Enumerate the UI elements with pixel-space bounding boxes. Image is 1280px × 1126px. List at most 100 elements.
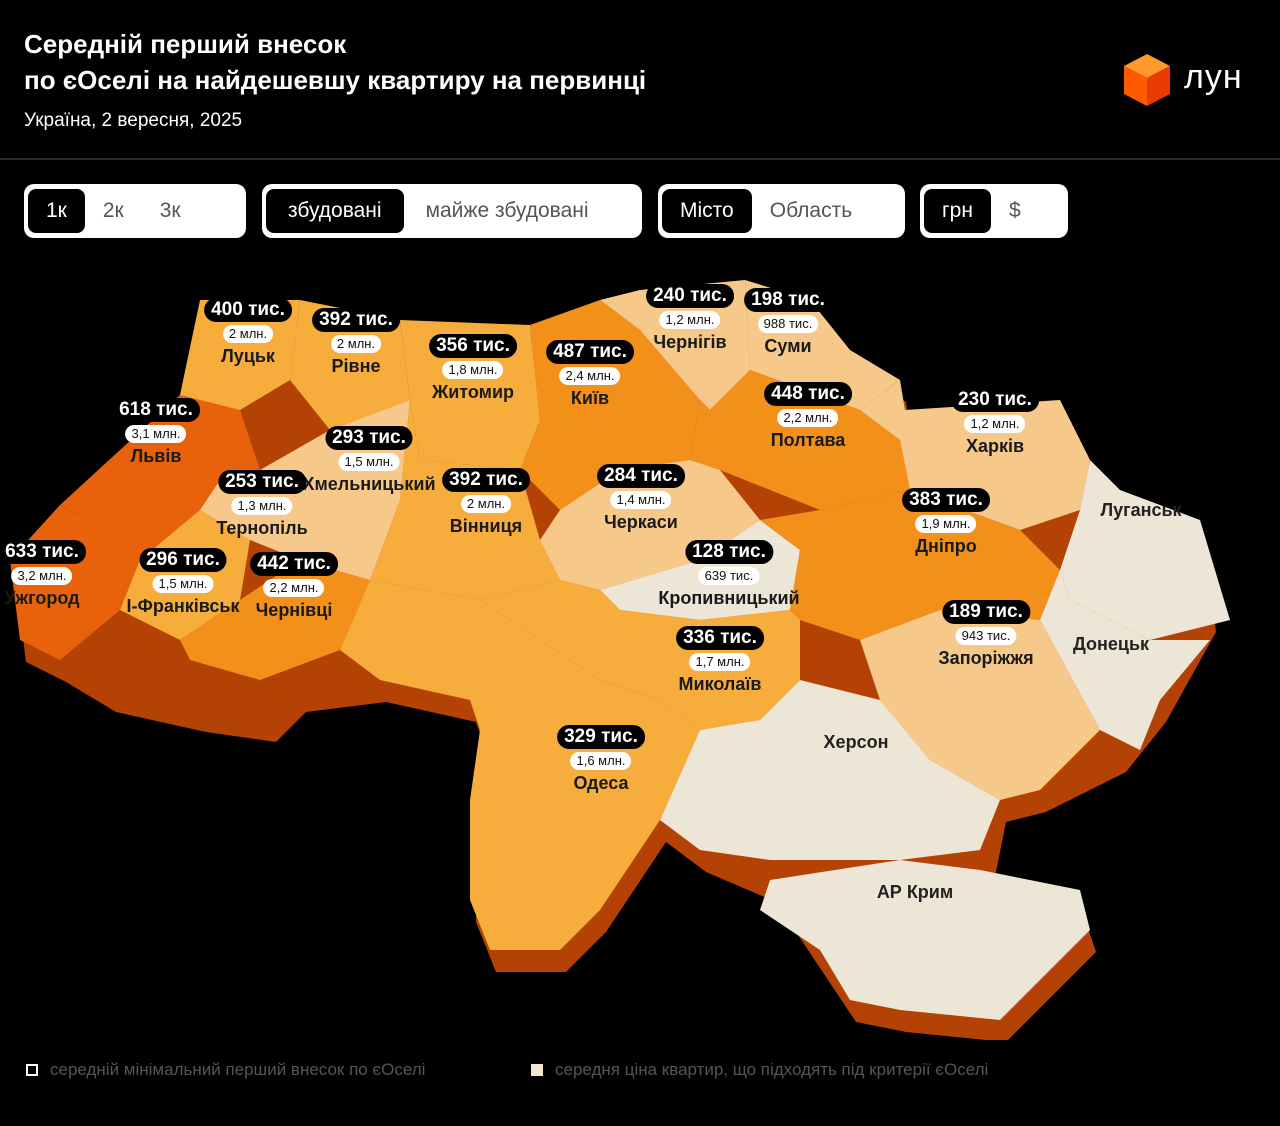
region-zaporizhzhia: [860, 610, 1100, 800]
down-payment: 392 тис.: [312, 308, 400, 332]
rooms-option-2k[interactable]: 2к: [102, 199, 124, 222]
legend-swatch-black: [26, 1064, 38, 1076]
avg-price: 1,6 млн.: [570, 752, 632, 770]
currency-option-uah[interactable]: грн: [924, 189, 991, 233]
down-payment: 633 тис.: [0, 540, 86, 564]
legend-label: середній мінімальний перший внесок по єО…: [50, 1060, 426, 1079]
city-name: Черкаси: [604, 512, 678, 532]
legend-label: середня ціна квартир, що підходять під к…: [555, 1060, 989, 1079]
region-crimea: [760, 860, 1090, 1020]
label-chernihiv: 240 тис. 1,2 млн. Чернігів: [646, 284, 734, 353]
avg-price: 943 тис.: [955, 627, 1017, 645]
region-odesa: [340, 580, 700, 950]
city-name: Хмельницький: [302, 474, 436, 494]
rooms-option-3k[interactable]: 3к: [159, 199, 181, 222]
avg-price: 2,2 млн.: [263, 579, 325, 597]
region-donetsk: [1040, 570, 1210, 750]
label-kharkiv: 230 тис. 1,2 млн. Харків: [951, 388, 1039, 457]
label-cherkasy: 284 тис. 1,4 млн. Черкаси: [597, 464, 685, 533]
legend-item-avg-price: середня ціна квартир, що підходять під к…: [531, 1060, 988, 1080]
label-zhytomyr: 356 тис. 1,8 млн. Житомир: [429, 334, 517, 403]
legend-swatch-light: [531, 1064, 543, 1076]
rooms-option-1k[interactable]: 1к: [28, 189, 85, 233]
page-title: Середній перший внесок по єОселі на найд…: [24, 26, 924, 98]
region-lviv: [60, 395, 260, 560]
header: Середній перший внесок по єОселі на найд…: [0, 0, 1280, 160]
city-name: Луцьк: [221, 346, 275, 366]
label-dnipro: 383 тис. 1,9 млн. Дніпро: [902, 488, 990, 557]
city-name: Вінниця: [449, 516, 523, 536]
city-name: Суми: [764, 336, 812, 356]
avg-price: 1,5 млн.: [338, 453, 400, 471]
legend-item-down-payment: середній мінімальний перший внесок по єО…: [26, 1060, 425, 1080]
down-payment: 618 тис.: [112, 398, 200, 422]
city-name: Кропивницький: [658, 588, 800, 608]
occupied-crimea: АР Крим: [876, 882, 954, 902]
down-payment: 329 тис.: [557, 725, 645, 749]
brand-logo: лун: [1122, 52, 1272, 108]
down-payment: 448 тис.: [764, 382, 852, 406]
city-name: Тернопіль: [216, 518, 308, 538]
region-mykolaiv: [480, 580, 800, 730]
label-ternopil: 253 тис. 1,3 млн. Тернопіль: [216, 470, 308, 539]
city-name: Ужгород: [4, 588, 80, 608]
label-kropyvnytskyi: 128 тис. 639 тис. Кропивницький: [658, 540, 800, 609]
region-cherkasy: [540, 460, 760, 590]
label-vinnytsia: 392 тис. 2 млн. Вінниця: [442, 468, 530, 537]
label-mykolaiv: 336 тис. 1,7 млн. Миколаїв: [676, 626, 764, 695]
avg-price: 1,5 млн.: [152, 575, 214, 593]
status-option-almost-built[interactable]: майже збудовані: [425, 199, 589, 222]
label-chernivtsi: 442 тис. 2,2 млн. Чернівці: [250, 552, 338, 621]
title-line-1: Середній перший внесок: [24, 29, 347, 59]
scope-option-region[interactable]: Область: [769, 199, 853, 222]
down-payment: 230 тис.: [951, 388, 1039, 412]
city-name: Львів: [130, 446, 182, 466]
currency-option-usd[interactable]: $: [1008, 199, 1021, 222]
city-name: Полтава: [770, 430, 846, 450]
scope-option-city[interactable]: Місто: [662, 189, 752, 233]
down-payment: 487 тис.: [546, 340, 634, 364]
city-name: Київ: [570, 388, 610, 408]
label-khmelnytskyi: 293 тис. 1,5 млн. Хмельницький: [302, 426, 436, 495]
status-toggle: збудовані майже збудовані: [262, 184, 642, 238]
avg-price: 639 тис.: [698, 567, 760, 585]
city-name: Миколаїв: [678, 674, 762, 694]
occupied-donetsk: Донецьк: [1072, 634, 1150, 654]
down-payment: 442 тис.: [250, 552, 338, 576]
status-option-built[interactable]: збудовані: [266, 189, 404, 233]
title-line-2: по єОселі на найдешевшу квартиру на перв…: [24, 65, 647, 95]
label-uzhhorod: 633 тис. 3,2 млн. Ужгород: [0, 540, 86, 609]
city-name: Одеса: [573, 773, 629, 793]
avg-price: 1,3 млн.: [231, 497, 293, 515]
avg-price: 2,2 млн.: [777, 409, 839, 427]
label-sumy: 198 тис. 988 тис. Суми: [744, 288, 832, 357]
label-ivano-frankivsk: 296 тис. 1,5 млн. І-Франківськ: [126, 548, 240, 617]
city-name: І-Франківськ: [126, 596, 240, 616]
avg-price: 988 тис.: [757, 315, 819, 333]
city-name: Чернівці: [255, 600, 333, 620]
avg-price: 1,2 млн.: [964, 415, 1026, 433]
label-lutsk: 400 тис. 2 млн. Луцьк: [204, 298, 292, 367]
region-rivne: [290, 300, 410, 430]
label-poltava: 448 тис. 2,2 млн. Полтава: [764, 382, 852, 451]
avg-price: 3,2 млн.: [11, 567, 73, 585]
label-rivne: 392 тис. 2 млн. Рівне: [312, 308, 400, 377]
label-zaporizhzhia: 189 тис. 943 тис. Запоріжжя: [938, 600, 1034, 669]
avg-price: 1,7 млн.: [689, 653, 751, 671]
avg-price: 2 млн.: [330, 335, 382, 353]
city-name: Рівне: [331, 356, 381, 376]
down-payment: 128 тис.: [685, 540, 773, 564]
avg-price: 3,1 млн.: [125, 425, 187, 443]
label-odesa: 329 тис. 1,6 млн. Одеса: [557, 725, 645, 794]
down-payment: 284 тис.: [597, 464, 685, 488]
rooms-toggle: 1к 2к 3к: [24, 184, 246, 238]
logo-text: лун: [1184, 58, 1243, 96]
avg-price: 2,4 млн.: [559, 367, 621, 385]
city-name: Харків: [965, 436, 1025, 456]
down-payment: 253 тис.: [218, 470, 306, 494]
region-sumy: [745, 280, 900, 410]
scope-toggle: Місто Область: [658, 184, 905, 238]
down-payment: 189 тис.: [942, 600, 1030, 624]
cube-icon: [1124, 54, 1170, 106]
down-payment: 336 тис.: [676, 626, 764, 650]
